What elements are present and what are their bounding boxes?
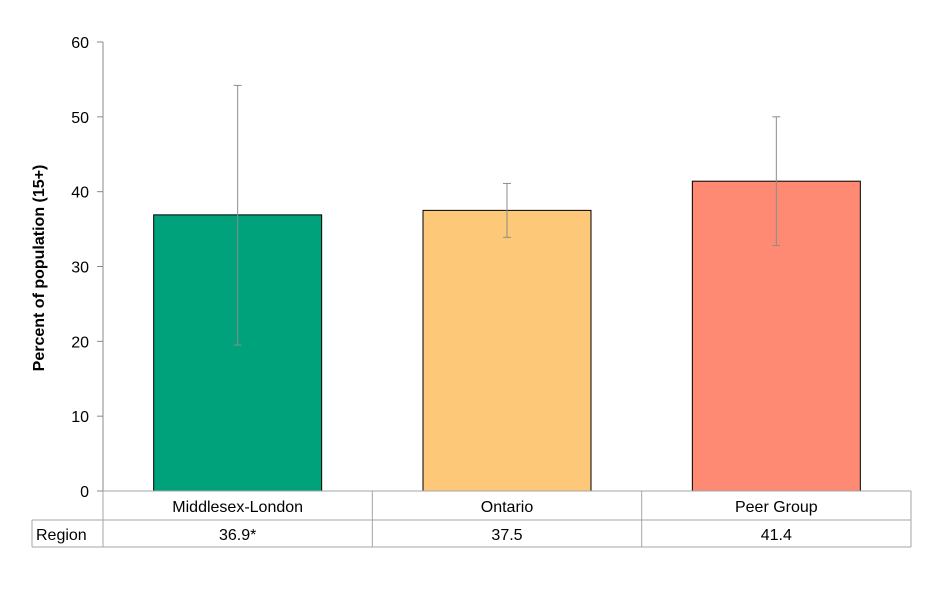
y-tick-label: 10 <box>71 409 89 426</box>
table-value-cell: 37.5 <box>491 527 522 544</box>
bar <box>422 209 592 492</box>
y-tick-label: 40 <box>71 185 89 202</box>
category-label: Middlesex-London <box>172 499 303 516</box>
table-value-cell: 36.9* <box>219 527 256 544</box>
y-axis: 0 10 20 30 40 50 60 <box>71 35 104 501</box>
y-tick-label: 20 <box>71 334 89 351</box>
y-tick-label: 0 <box>80 484 89 501</box>
data-table: Middlesex-London Ontario Peer Group Region 3… <box>31 490 912 548</box>
error-bars <box>233 84 781 346</box>
table-value-cell: 41.4 <box>761 527 792 544</box>
y-tick-label: 60 <box>71 35 89 52</box>
y-tick-label: 50 <box>71 110 89 127</box>
category-label: Peer Group <box>735 499 818 516</box>
bars <box>153 180 861 492</box>
y-axis-title: Percent of population (15+) <box>31 165 48 372</box>
category-label: Ontario <box>481 499 534 516</box>
table-row-label: Region <box>36 527 87 544</box>
y-tick-label: 30 <box>71 260 89 277</box>
